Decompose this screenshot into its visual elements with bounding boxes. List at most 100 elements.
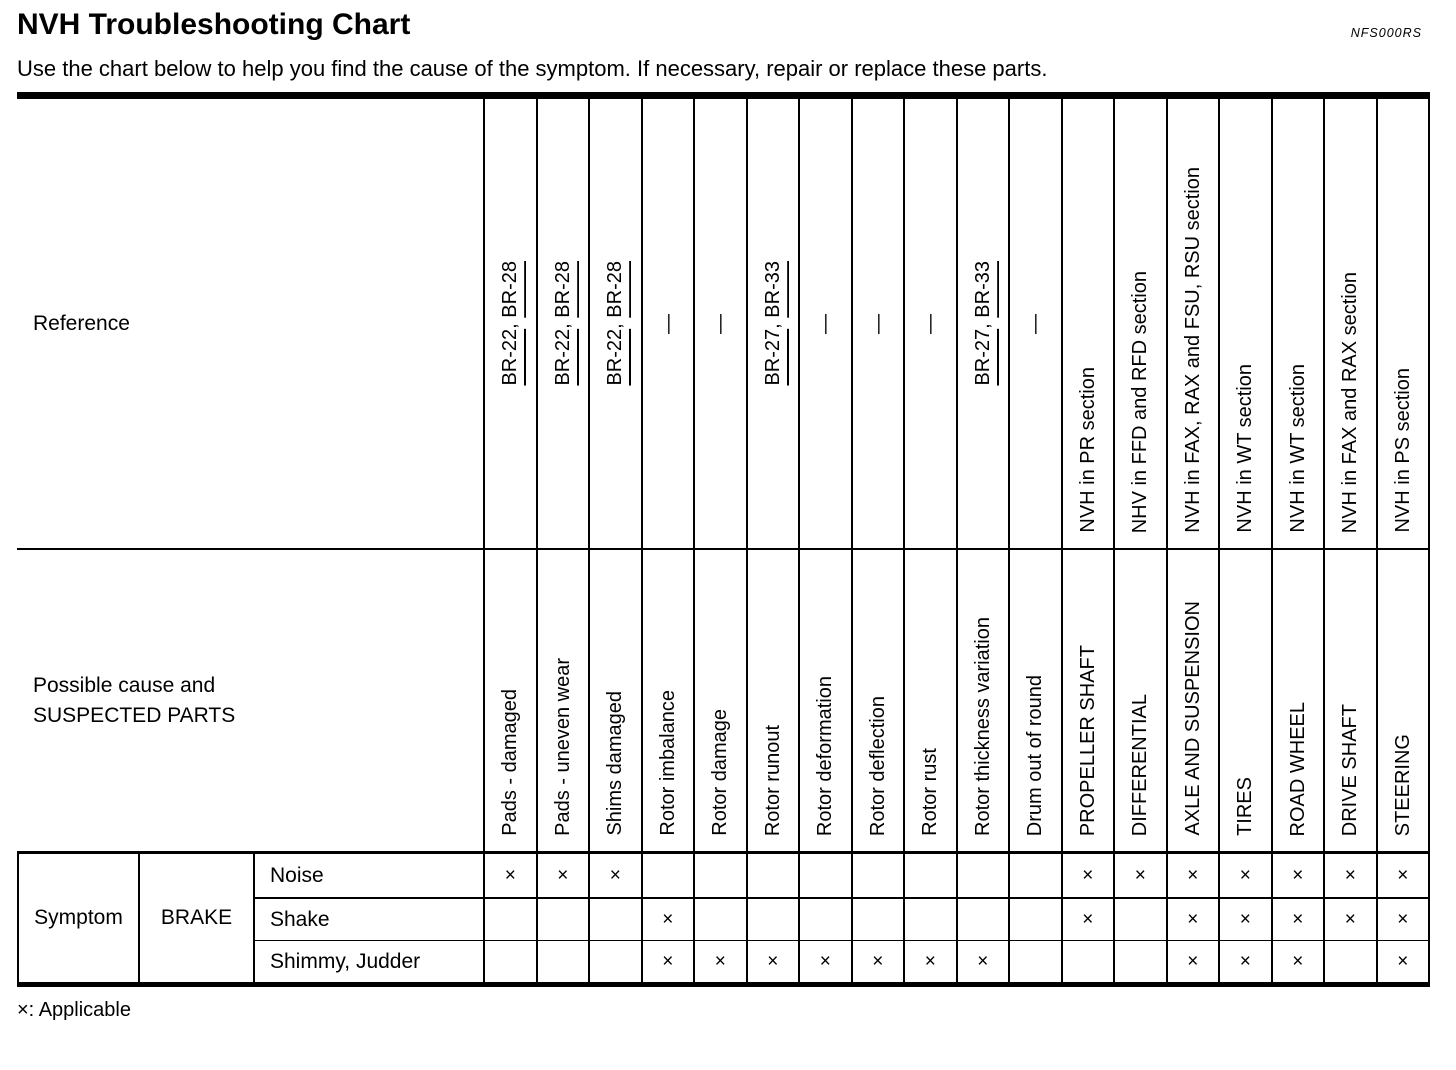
- reference-cell-text: NVH in FAX, RAX and FSU, RSU section: [1181, 167, 1204, 533]
- applicable-mark-cell: ×: [640, 897, 693, 940]
- reference-row-label: Reference: [17, 99, 483, 548]
- suspected-part-cell: Rotor damage: [693, 550, 746, 851]
- reference-link[interactable]: BR-33: [971, 261, 994, 318]
- reference-cell-text: BR-27, BR-33: [971, 261, 994, 386]
- reference-cell-text: BR-27, BR-33: [761, 261, 784, 386]
- reference-cell: —: [798, 99, 851, 548]
- suspected-part-cell: Pads - damaged: [483, 550, 536, 851]
- empty-mark-cell: [588, 897, 641, 940]
- suspected-part-label: Rotor deflection: [866, 695, 889, 836]
- suspected-part-label: STEERING: [1391, 733, 1414, 836]
- reference-link[interactable]: BR-22: [499, 329, 522, 386]
- suspected-part-label: Rotor thickness variation: [971, 617, 994, 836]
- suspected-part-label: Drum out of round: [1024, 674, 1047, 836]
- reference-link[interactable]: BR-22: [551, 329, 574, 386]
- suspected-parts-row: Possible cause and SUSPECTED PARTS Pads …: [17, 550, 1428, 854]
- reference-link[interactable]: BR-27: [971, 329, 994, 386]
- applicable-mark-cell: ×: [1060, 897, 1113, 940]
- reference-link[interactable]: BR-28: [604, 261, 627, 318]
- empty-mark-cell: [745, 854, 799, 897]
- suspected-part-label: Pads - damaged: [499, 689, 522, 836]
- reference-link[interactable]: BR-28: [551, 261, 574, 318]
- suspected-part-cell: TIRES: [1218, 550, 1271, 851]
- applicable-mark-cell: ×: [535, 854, 589, 897]
- reference-cell-text: BR-22, BR-28: [604, 261, 627, 386]
- reference-cell: —: [640, 99, 694, 548]
- suspected-part-cells: Pads - damaged Pads - uneven wear Shims da…: [483, 550, 1428, 851]
- empty-mark-cell: [745, 897, 798, 940]
- empty-mark-cell: [535, 897, 588, 940]
- applicable-mark-cell: ×: [1270, 940, 1323, 982]
- applicable-mark-cell: ×: [1375, 854, 1429, 897]
- reference-link[interactable]: BR-27: [761, 329, 784, 386]
- empty-mark-cell: [1113, 897, 1166, 940]
- reference-link[interactable]: BR-33: [761, 261, 784, 318]
- suspected-part-label: AXLE AND SUSPENSION: [1181, 601, 1204, 836]
- reference-cell: BR-27, BR-33: [955, 99, 1009, 548]
- empty-mark-cell: [798, 854, 851, 897]
- empty-mark-cell: [1008, 854, 1061, 897]
- reference-cell-text: NHV in FFD and RFD section: [1129, 270, 1152, 533]
- applicable-mark-cell: ×: [1270, 854, 1324, 897]
- reference-row: Reference BR-22, BR-28 BR-22, BR-28 BR-22,…: [17, 99, 1428, 550]
- suspected-part-cell: DIFFERENTIAL: [1113, 550, 1166, 851]
- applicable-mark-cell: ×: [1113, 854, 1166, 897]
- empty-mark-cell: [483, 897, 536, 940]
- symptom-row-label: Shake: [253, 897, 483, 940]
- suspected-part-cell: Pads - uneven wear: [535, 550, 589, 851]
- reference-cell-text: NVH in PS section: [1391, 368, 1414, 533]
- cause-label-line2: SUSPECTED PARTS: [33, 703, 236, 727]
- empty-mark-cell: [903, 897, 956, 940]
- reference-cell-text: BR-22, BR-28: [499, 261, 522, 386]
- reference-cell: —: [1008, 99, 1061, 548]
- reference-cells: BR-22, BR-28 BR-22, BR-28 BR-22, BR-28 — — BR…: [483, 99, 1428, 548]
- suspected-part-cell: Rotor deflection: [850, 550, 904, 851]
- reference-cell-text: —: [709, 313, 732, 334]
- applicable-mark-cell: ×: [745, 940, 798, 982]
- suspected-part-cell: AXLE AND SUSPENSION: [1165, 550, 1219, 851]
- empty-mark-cell: [535, 940, 588, 982]
- empty-mark-cell: [955, 854, 1009, 897]
- reference-label-text: Reference: [33, 311, 130, 335]
- applicable-mark-cell: ×: [1218, 940, 1271, 982]
- empty-mark-cell: [483, 940, 536, 982]
- reference-cell: —: [850, 99, 904, 548]
- suspected-part-cell: Drum out of round: [1008, 550, 1061, 851]
- cause-label-line1: Possible cause and: [33, 673, 216, 697]
- reference-cell: NHV in FFD and RFD section: [1113, 99, 1166, 548]
- applicable-mark-cell: ×: [1375, 897, 1428, 940]
- empty-mark-cell: [588, 940, 641, 982]
- reference-cell-text: NVH in FAX and RAX section: [1339, 271, 1362, 533]
- intro-text: Use the chart below to help you find the…: [17, 56, 1048, 81]
- reference-cell-text: NVH in WT section: [1286, 364, 1309, 533]
- empty-mark-cell: [640, 854, 694, 897]
- reference-cell: BR-22, BR-28: [483, 99, 536, 548]
- reference-cell-text: —: [866, 313, 889, 334]
- applicable-legend: ×: Applicable: [17, 999, 131, 1021]
- reference-cell-text: —: [919, 313, 942, 334]
- reference-cell: NVH in FAX, RAX and FSU, RSU section: [1165, 99, 1219, 548]
- reference-cell: BR-27, BR-33: [745, 99, 799, 548]
- suspected-part-label: ROAD WHEEL: [1286, 701, 1309, 836]
- applicable-mark-cell: ×: [798, 940, 851, 982]
- nvh-table: Reference BR-22, BR-28 BR-22, BR-28 BR-22,…: [17, 92, 1430, 987]
- empty-mark-cell: [1323, 940, 1376, 982]
- reference-cell-text: NVH in PR section: [1076, 367, 1099, 533]
- applicable-mark-cell: ×: [1165, 940, 1218, 982]
- empty-mark-cell: [955, 897, 1008, 940]
- suspected-part-cell: Rotor runout: [745, 550, 799, 851]
- empty-mark-cell: [693, 897, 746, 940]
- empty-mark-cell: [1113, 940, 1166, 982]
- reference-cell: BR-22, BR-28: [588, 99, 641, 548]
- empty-mark-cell: [850, 854, 904, 897]
- doc-code: NFS000RS: [1350, 26, 1422, 40]
- applicable-mark-cell: ×: [1218, 897, 1271, 940]
- reference-cell: —: [693, 99, 746, 548]
- reference-link[interactable]: BR-28: [499, 261, 522, 318]
- suspected-part-label: Rotor damage: [709, 709, 732, 836]
- empty-mark-cell: [903, 854, 956, 897]
- suspected-part-label: Rotor imbalance: [656, 690, 679, 836]
- reference-link[interactable]: BR-22: [604, 329, 627, 386]
- suspected-part-cell: Shims damaged: [588, 550, 641, 851]
- page-title: NVH Troubleshooting Chart: [17, 8, 411, 41]
